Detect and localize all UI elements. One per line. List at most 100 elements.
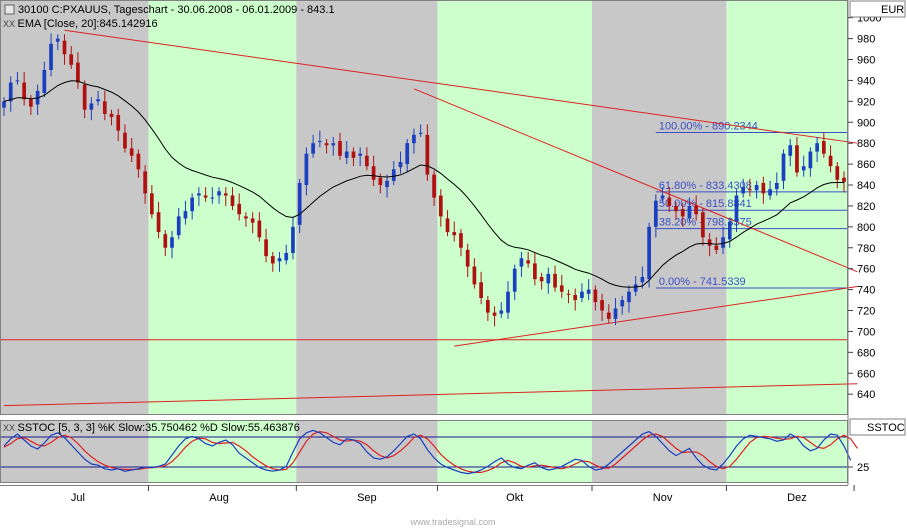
candle-body — [203, 195, 208, 198]
candle-body — [143, 171, 147, 194]
stoch-d-line — [3, 430, 858, 473]
candle-body — [707, 239, 712, 246]
candle-body — [109, 113, 114, 118]
time-tick-label: Jul — [71, 492, 85, 504]
price-tick-label: 760 — [857, 264, 875, 276]
trendline — [64, 29, 858, 144]
candle-body — [586, 289, 591, 294]
price-tick-label: 720 — [857, 306, 875, 318]
stoch-session-band — [592, 421, 727, 482]
candle-body — [8, 82, 13, 102]
candle-body — [291, 226, 295, 253]
candle-body — [102, 101, 107, 114]
fib-level-label: 100.00% - 890.2344 — [659, 120, 758, 132]
indicator-toggle-icon[interactable]: XX — [3, 19, 18, 29]
fibonacci-retracement[interactable]: 100.00% - 890.2344 61.80% - 833.4308 50.00… — [655, 120, 847, 289]
candle-body — [727, 221, 732, 240]
candle-body — [244, 216, 248, 219]
candle-body — [190, 197, 195, 212]
candle-body — [459, 233, 463, 248]
footer-watermark: www.tradesignal.com — [409, 517, 495, 527]
candle-body — [149, 193, 154, 215]
candle-body — [445, 218, 450, 233]
candle-body — [331, 143, 336, 146]
price-tick-label: 840 — [857, 180, 875, 192]
trendline — [3, 383, 858, 407]
candle-body — [412, 134, 416, 144]
candle-body — [365, 155, 369, 167]
price-tick-label: 980 — [857, 34, 875, 46]
candle-body — [237, 203, 242, 215]
stoch-session-band — [1, 421, 149, 482]
candle-body — [123, 132, 127, 149]
candle-body — [512, 268, 517, 292]
time-tick-label: Dez — [787, 492, 807, 504]
candle-body — [76, 62, 80, 83]
candle-body — [96, 99, 100, 102]
candle-body — [42, 69, 47, 93]
candle-body — [304, 153, 309, 186]
candle-body — [667, 197, 672, 206]
candle-body — [183, 211, 188, 219]
candle-body — [768, 189, 772, 196]
candle-body — [230, 195, 235, 206]
candle-body — [714, 245, 719, 250]
currency-box — [849, 0, 906, 18]
candle-body — [808, 151, 813, 169]
candle-body — [835, 166, 840, 180]
stoch-tick-label: 25 — [857, 462, 869, 474]
candle-body — [210, 197, 215, 199]
price-tick-label: 740 — [857, 285, 875, 297]
stoch-session-band — [726, 421, 847, 482]
trendlines[interactable] — [3, 29, 858, 407]
stoch-toggle-icon[interactable]: XX — [3, 423, 18, 433]
candle-body — [338, 141, 342, 156]
candle-body — [223, 193, 228, 196]
candle-body — [774, 182, 779, 190]
candle-body — [197, 193, 201, 196]
stoch-legend: XX SSTOC [5, 3, 3] %K Slow:35.750462 %D … — [3, 422, 300, 434]
candle-body — [136, 153, 141, 170]
candle-body — [653, 200, 658, 227]
candle-body — [660, 195, 665, 199]
fib-level-label: 50.00% - 815.8841 — [659, 198, 752, 210]
candle-body — [176, 216, 181, 236]
candle-body — [284, 252, 289, 261]
series-icon[interactable] — [4, 4, 15, 15]
candle-body — [472, 266, 477, 285]
candle-body — [170, 237, 174, 248]
candle-body — [49, 43, 53, 70]
candle-body — [795, 145, 799, 173]
candle-body — [606, 312, 611, 319]
candle-body — [116, 114, 121, 131]
candle-body — [270, 256, 275, 264]
candle-body — [526, 260, 531, 264]
price-tick-label: 780 — [857, 243, 875, 255]
candle-body — [533, 263, 537, 280]
candle-body — [815, 143, 819, 152]
candle-body — [788, 145, 793, 156]
session-bands-price — [1, 1, 847, 414]
time-axis: Jul Aug Sep Okt Nov Dez — [71, 485, 855, 504]
candle-body — [344, 151, 349, 158]
candle-body — [277, 258, 282, 262]
price-tick-label: 860 — [857, 159, 875, 171]
candle-body — [257, 220, 262, 238]
time-tick-label: Sep — [357, 492, 377, 504]
candle-body — [519, 258, 524, 267]
candle-body — [674, 205, 678, 212]
candle-body — [627, 291, 631, 303]
session-band — [592, 1, 727, 414]
price-tick-label: 800 — [857, 222, 875, 234]
candle-body — [821, 141, 826, 154]
time-tick-label: Aug — [209, 492, 229, 504]
candle-body — [15, 80, 20, 82]
price-tick-label: 920 — [857, 96, 875, 108]
candle-body — [297, 182, 302, 225]
candle-body — [358, 153, 363, 156]
candle-body — [828, 155, 833, 167]
candle-body — [640, 277, 645, 283]
candle-body — [62, 40, 67, 55]
price-tick-label: 640 — [857, 389, 875, 401]
